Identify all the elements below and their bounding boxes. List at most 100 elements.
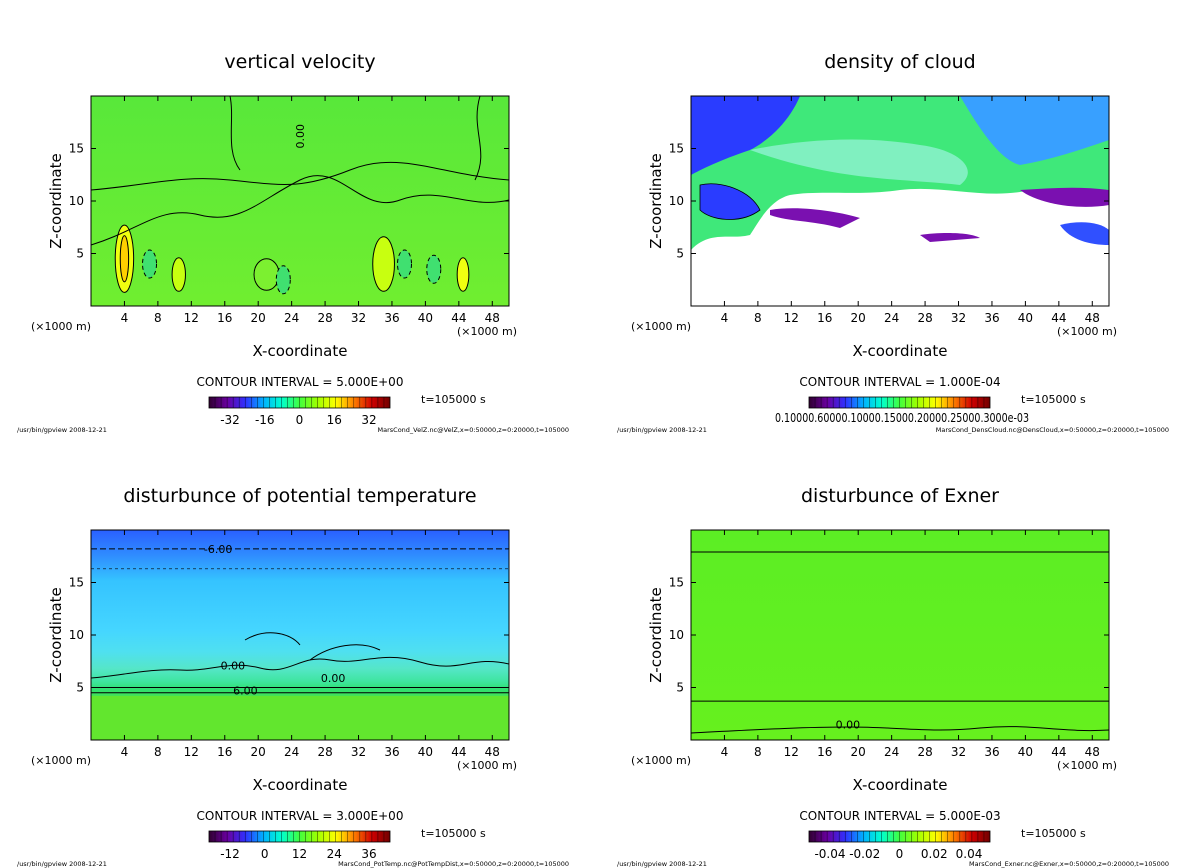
y-tick-label: 5 xyxy=(76,247,84,261)
x-unit-left: (×1000 m) xyxy=(631,754,691,767)
colorbar-tick-label: 0 xyxy=(296,413,304,427)
x-tick-label: 16 xyxy=(817,745,832,759)
x-unit-right: (×1000 m) xyxy=(1057,325,1117,338)
colorbar-tick-label: 12 xyxy=(292,847,307,861)
y-tick-label: 15 xyxy=(69,576,84,590)
x-unit-right: (×1000 m) xyxy=(457,759,517,772)
x-axis-label: X-coordinate xyxy=(853,342,948,360)
colorbar-tick-label: 16 xyxy=(327,413,342,427)
colorbar-tick-label: 24 xyxy=(327,847,342,861)
velocity-downdraft xyxy=(397,249,412,279)
x-tick-label: 20 xyxy=(851,745,866,759)
time-label: t=105000 s xyxy=(421,393,486,406)
time-label: t=105000 s xyxy=(1021,827,1086,840)
contour-line xyxy=(90,656,510,679)
x-tick-label: 40 xyxy=(1018,311,1033,325)
y-tick-label: 5 xyxy=(676,681,684,695)
cloud-field xyxy=(960,96,1109,165)
x-unit-right: (×1000 m) xyxy=(457,325,517,338)
plot-area xyxy=(691,530,1109,740)
x-tick-label: 20 xyxy=(851,311,866,325)
cloud-field xyxy=(750,139,968,185)
velocity-updraft xyxy=(119,235,130,283)
footer-left: /usr/bin/gpview 2008-12-21 xyxy=(17,426,107,434)
cloud-field xyxy=(1060,222,1109,245)
x-tick-label: 24 xyxy=(884,311,899,325)
x-tick-label: 36 xyxy=(984,745,999,759)
x-tick-label: 36 xyxy=(384,745,399,759)
footer-right: MarsCond_VelZ.nc@VelZ,x=0:50000,z=0:2000… xyxy=(378,426,569,434)
x-tick-label: 48 xyxy=(1085,311,1100,325)
plot-title: disturbunce of potential temperature xyxy=(123,485,476,507)
contour-label: 0.00 xyxy=(294,124,307,149)
contour-line xyxy=(690,726,1110,734)
x-tick-label: 40 xyxy=(1018,745,1033,759)
cloud-field xyxy=(691,96,800,175)
contour-interval: CONTOUR INTERVAL = 5.000E-03 xyxy=(799,809,1000,823)
colorbar-tick-label: 32 xyxy=(361,413,376,427)
x-tick-label: 16 xyxy=(817,311,832,325)
colorbar-tick-label: 0 xyxy=(261,847,269,861)
plot-title: vertical velocity xyxy=(224,51,375,73)
x-tick-label: 36 xyxy=(984,311,999,325)
x-tick-label: 16 xyxy=(217,745,232,759)
colorbar-tick-label: -32 xyxy=(220,413,240,427)
x-unit-left: (×1000 m) xyxy=(31,754,91,767)
x-tick-label: 4 xyxy=(721,745,729,759)
x-tick-label: 12 xyxy=(784,311,799,325)
y-tick-label: 15 xyxy=(69,142,84,156)
footer-right: MarsCond_PotTemp.nc@PotTempDist,x=0:5000… xyxy=(338,860,569,868)
contour-interval: CONTOUR INTERVAL = 5.000E+00 xyxy=(197,375,404,389)
panel-3: disturbunce of potential temperature -6.0… xyxy=(17,485,569,868)
contour-line xyxy=(90,175,510,246)
footer-right: MarsCond_Exner.nc@Exner,x=0:50000,z=0:20… xyxy=(969,860,1169,868)
cloud-field xyxy=(920,233,980,242)
colorbar-tick-label: -0.04 xyxy=(814,847,845,861)
x-tick-label: 20 xyxy=(251,311,266,325)
y-axis-label: Z-coordinate xyxy=(47,153,65,248)
x-tick-label: 28 xyxy=(317,745,332,759)
velocity-downdraft xyxy=(275,265,291,295)
footer-right: MarsCond_DensCloud.nc@DensCloud,x=0:5000… xyxy=(936,426,1169,434)
cloud-field xyxy=(1020,187,1109,207)
x-tick-label: 28 xyxy=(917,745,932,759)
x-tick-label: 44 xyxy=(451,311,466,325)
y-axis-label: Z-coordinate xyxy=(47,587,65,682)
colorbar-tick-label: 0.10000.60000.10000.15000.20000.25000.30… xyxy=(775,411,1029,425)
velocity-downdraft xyxy=(142,249,158,279)
x-tick-label: 44 xyxy=(1051,745,1066,759)
theta-layer xyxy=(91,695,509,740)
y-tick-label: 15 xyxy=(669,142,684,156)
x-tick-label: 32 xyxy=(351,745,366,759)
x-tick-label: 36 xyxy=(384,311,399,325)
footer-left: /usr/bin/gpview 2008-12-21 xyxy=(617,426,707,434)
contour-line xyxy=(244,632,381,661)
x-tick-label: 24 xyxy=(284,745,299,759)
x-tick-label: 48 xyxy=(1085,745,1100,759)
x-axis-label: X-coordinate xyxy=(253,342,348,360)
cloud-field xyxy=(699,183,761,220)
contour-interval: CONTOUR INTERVAL = 1.000E-04 xyxy=(799,375,1000,389)
y-tick-label: 10 xyxy=(69,194,84,208)
x-tick-label: 40 xyxy=(418,745,433,759)
y-tick-label: 10 xyxy=(669,628,684,642)
velocity-downdraft xyxy=(426,254,442,284)
x-unit-left: (×1000 m) xyxy=(631,320,691,333)
x-tick-label: 48 xyxy=(485,745,500,759)
time-label: t=105000 s xyxy=(1021,393,1086,406)
contour-label: -6.00 xyxy=(204,543,232,556)
contour-line xyxy=(90,161,510,191)
colorbar-tick-label: -12 xyxy=(220,847,240,861)
y-tick-label: 10 xyxy=(69,628,84,642)
y-tick-label: 10 xyxy=(669,194,684,208)
x-tick-label: 4 xyxy=(121,745,129,759)
x-tick-label: 32 xyxy=(351,311,366,325)
x-tick-label: 4 xyxy=(721,311,729,325)
x-tick-label: 12 xyxy=(184,745,199,759)
y-tick-label: 5 xyxy=(76,681,84,695)
x-tick-label: 16 xyxy=(217,311,232,325)
x-unit-left: (×1000 m) xyxy=(31,320,91,333)
colorbar-tick-label: -0.02 xyxy=(849,847,880,861)
